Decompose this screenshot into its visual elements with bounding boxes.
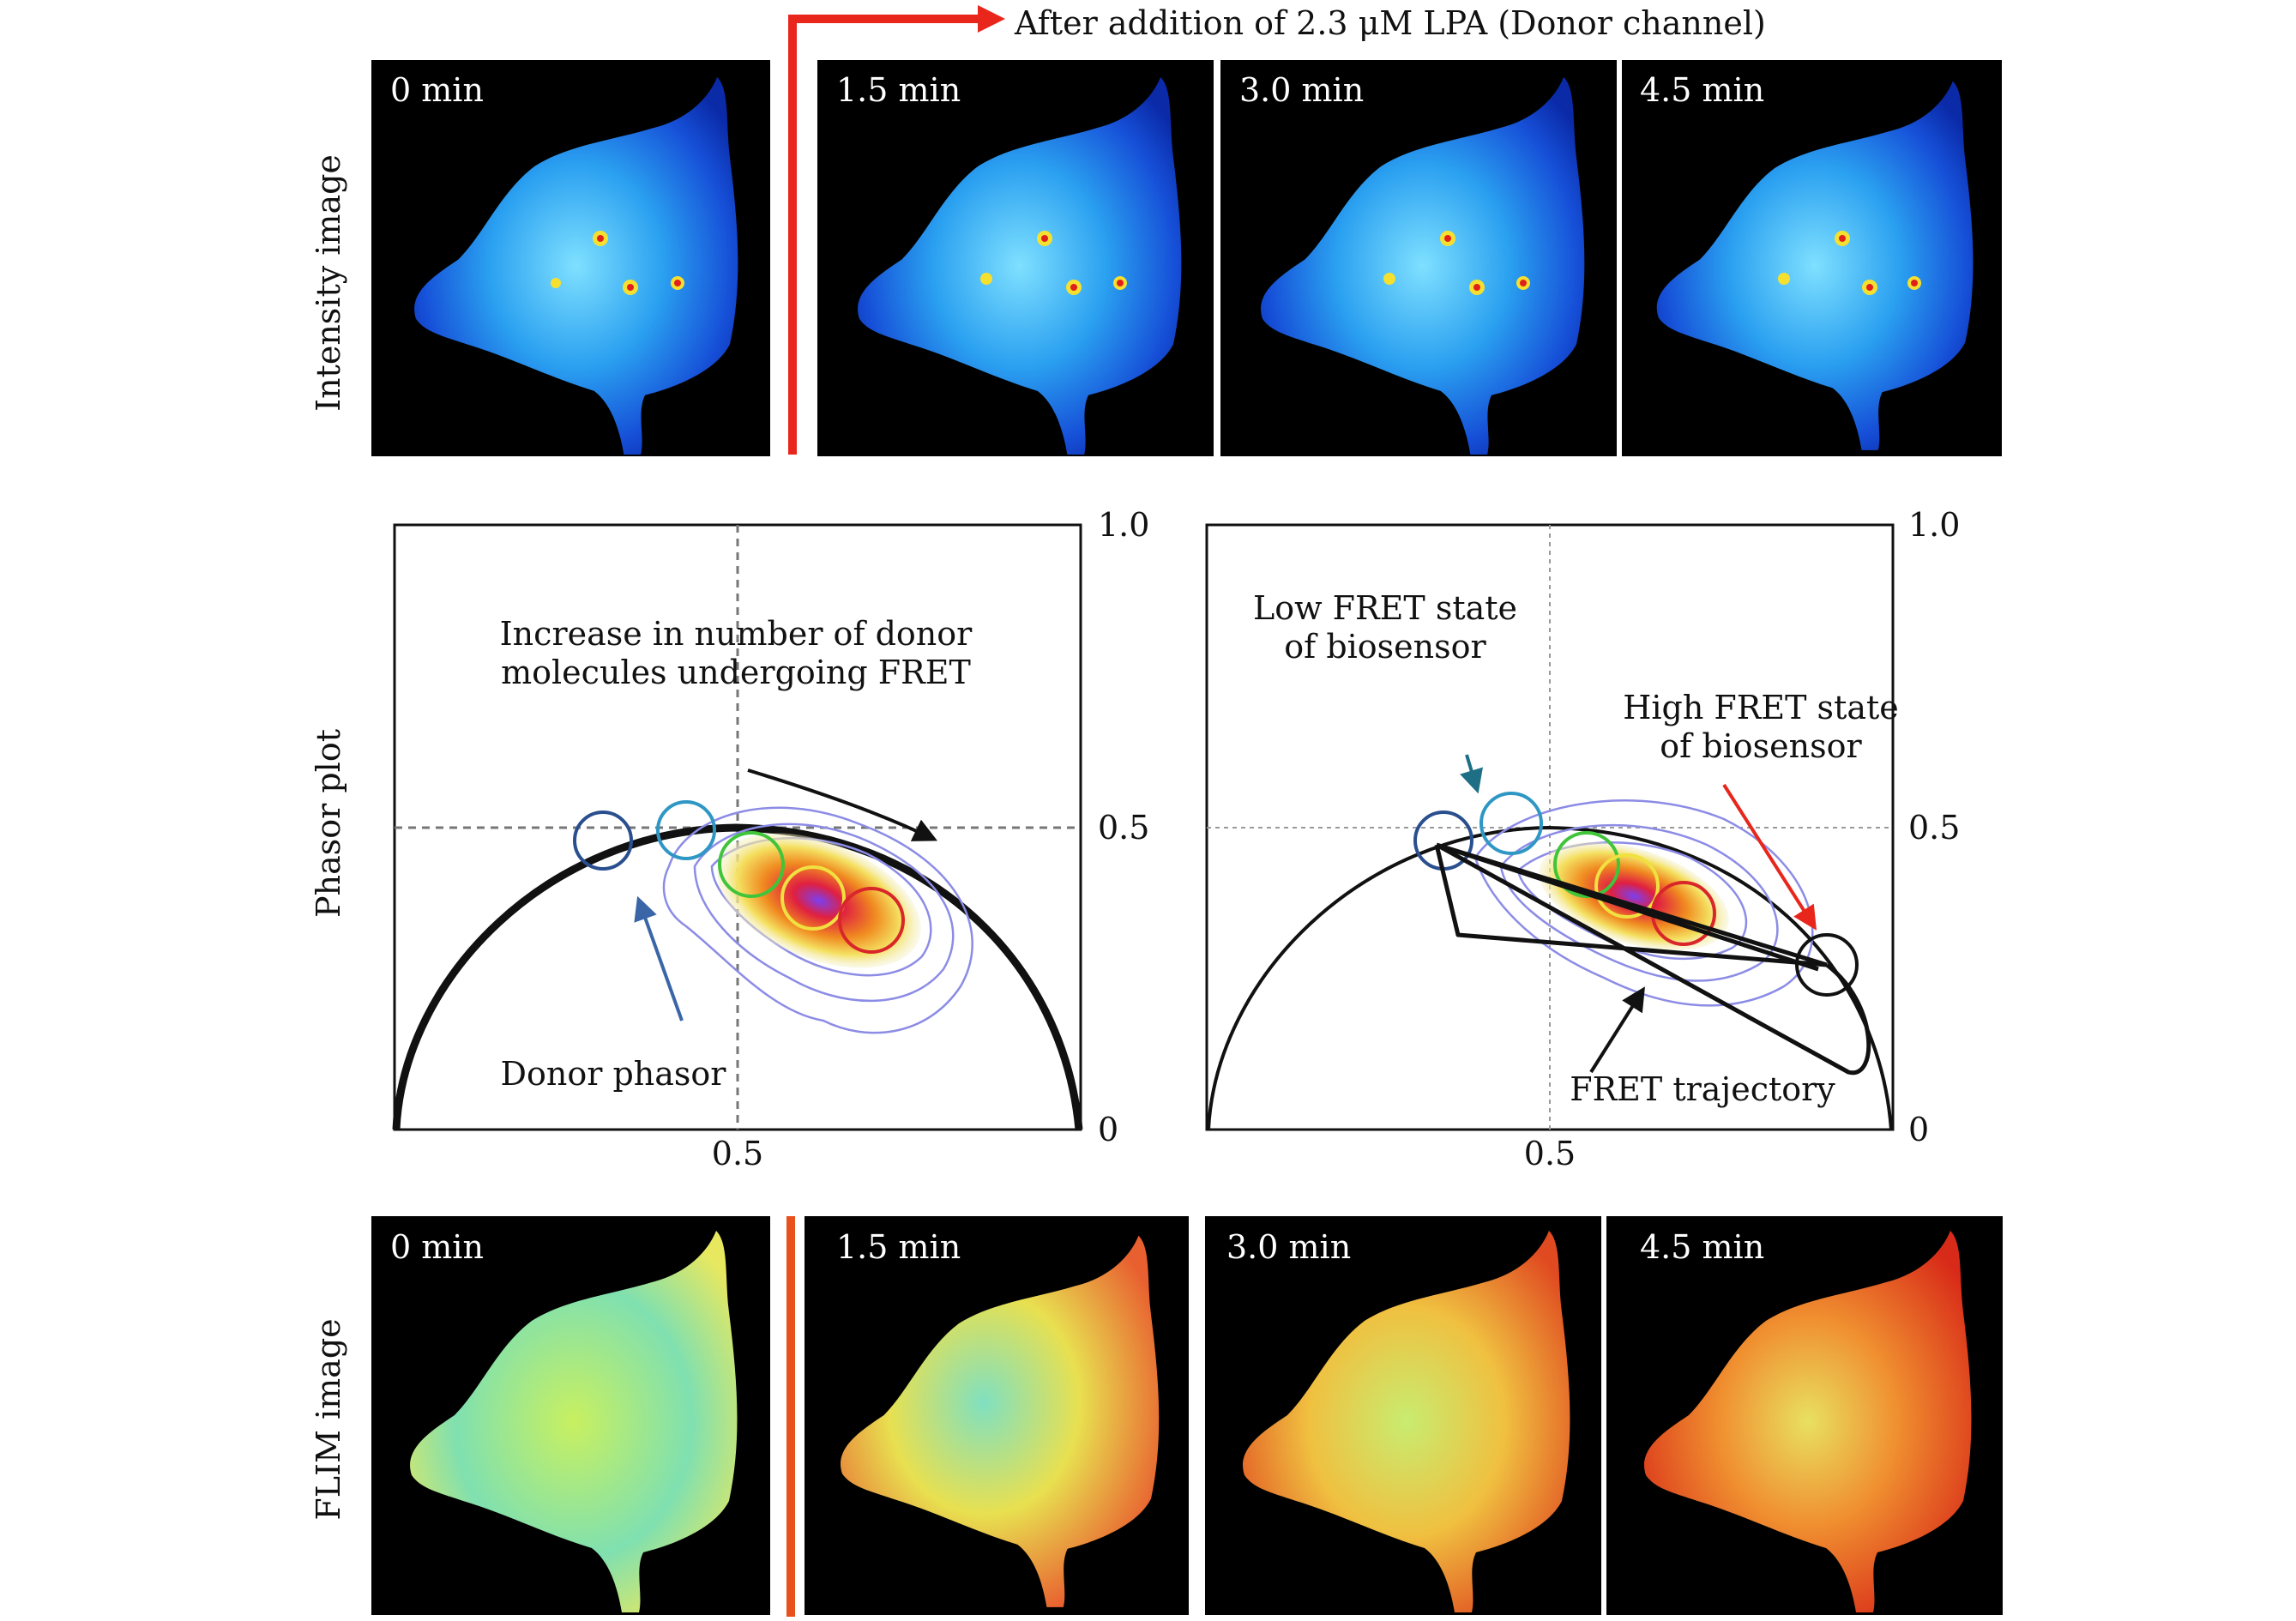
donor-phasor-arrow — [634, 895, 684, 1021]
row-label-intensity: Intensity image — [310, 154, 347, 412]
yellow-circle — [780, 865, 846, 931]
annotation-fret-line-1: Increase in number of donor — [500, 615, 973, 653]
green-circle — [1553, 831, 1620, 898]
x-tick-mid: 0.5 — [712, 1135, 763, 1172]
low-fret-arrow — [1460, 754, 1483, 794]
y-tick-top: 1.0 — [1098, 506, 1149, 544]
panel-time: 4.5 min — [1640, 1228, 1764, 1266]
annotation-low-fret-line-1: Low FRET state — [1253, 589, 1517, 627]
annotation-low-fret-line-2: of biosensor — [1284, 628, 1486, 666]
yellow-circle — [1594, 853, 1660, 919]
row-label-phasor: Phasor plot — [310, 729, 347, 918]
panel-time: 3.0 min — [1226, 1228, 1351, 1266]
y-tick-top: 1.0 — [1908, 506, 1960, 544]
trajectory-arrow — [1589, 986, 1645, 1074]
panel-time: 0 min — [390, 71, 484, 109]
intensity-panel-1: 1.5 min — [817, 60, 1214, 456]
annotation-fret-line-2: molecules undergoing FRET — [501, 654, 971, 691]
phasor-plot-left: Increase in number of donor molecules un… — [392, 506, 1149, 1172]
flim-panel-0: 0 min — [371, 1216, 770, 1615]
annotation-fret-trajectory: FRET trajectory — [1570, 1070, 1835, 1108]
arrow-caption: After addition of 2.3 μM LPA (Donor chan… — [1014, 4, 1766, 42]
universal-semicircle — [392, 823, 1083, 1130]
panel-time: 3.0 min — [1239, 71, 1364, 109]
high-fret-circle — [1795, 933, 1859, 997]
phasor-plot-right: Low FRET state of biosensor High FRET st… — [1205, 506, 1960, 1172]
annotation-high-fret-line-2: of biosensor — [1660, 727, 1862, 765]
donor-circle — [573, 810, 633, 871]
phasor-density-blob — [717, 833, 921, 968]
fret-increase-arrow — [747, 768, 938, 841]
x-tick-mid: 0.5 — [1524, 1135, 1576, 1172]
panel-time: 1.5 min — [836, 71, 961, 109]
flim-panel-1: 1.5 min — [805, 1216, 1189, 1615]
flim-panel-2: 3.0 min — [1205, 1216, 1601, 1615]
row-label-flim: FLIM image — [310, 1318, 347, 1520]
red-circle — [838, 887, 905, 954]
low-fret-circle — [1479, 792, 1543, 855]
annotation-donor-phasor: Donor phasor — [501, 1055, 727, 1093]
y-tick-mid: 0.5 — [1908, 809, 1960, 847]
panel-time: 0 min — [390, 1228, 484, 1266]
fret-trajectory — [1434, 842, 1871, 1076]
intensity-panel-3: 4.5 min — [1622, 60, 2002, 456]
lpa-addition-arrow — [788, 5, 1005, 455]
flim-panel-3: 4.5 min — [1606, 1216, 2003, 1615]
low-fret-circle — [656, 800, 716, 860]
y-tick-mid: 0.5 — [1098, 809, 1149, 847]
panel-time: 1.5 min — [836, 1228, 961, 1266]
y-tick-bottom: 0 — [1908, 1111, 1929, 1148]
green-circle — [718, 831, 785, 898]
panel-time: 4.5 min — [1640, 71, 1764, 109]
intensity-panel-2: 3.0 min — [1220, 60, 1617, 456]
high-fret-arrow — [1722, 783, 1817, 931]
annotation-high-fret-line-1: High FRET state — [1623, 689, 1899, 726]
y-tick-bottom: 0 — [1098, 1111, 1118, 1148]
intensity-panel-0: 0 min — [371, 60, 770, 456]
